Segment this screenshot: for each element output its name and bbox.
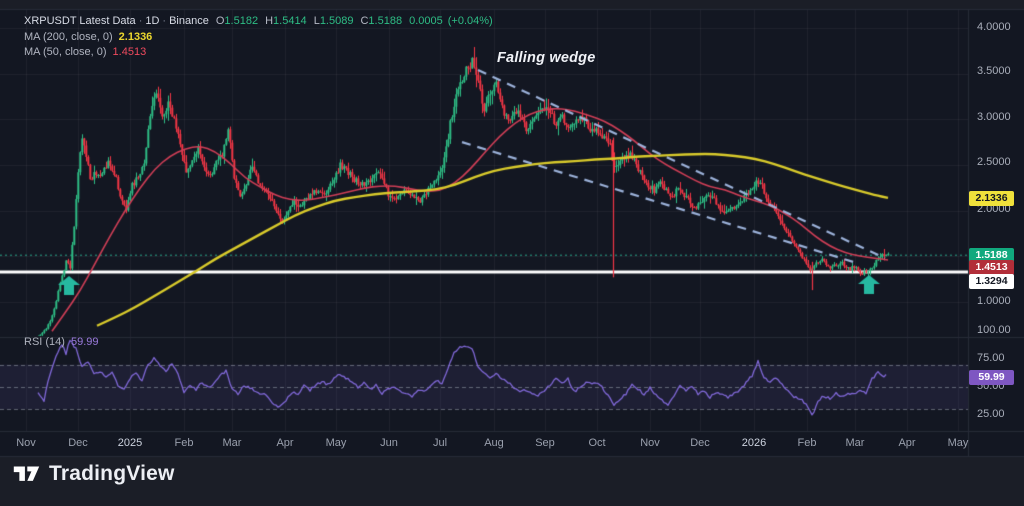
low-value: 1.5089 xyxy=(319,15,354,27)
axis-tick-label: 2.5000 xyxy=(977,156,1011,168)
axis-tick-label: 3.0000 xyxy=(977,111,1011,123)
time-axis-month-label: Feb xyxy=(174,437,194,449)
ma50-value: 1.4513 xyxy=(112,46,147,58)
axis-tick-label: 1.0000 xyxy=(977,295,1011,307)
time-axis-month-label: Nov xyxy=(640,437,660,449)
ma50-price-badge: 1.4513 xyxy=(969,259,1014,275)
time-axis-month-label: Nov xyxy=(16,437,36,449)
rsi-value: 59.99 xyxy=(70,336,99,348)
open-letter: O xyxy=(215,15,225,27)
symbol-title: XRPUSDT Latest Data xyxy=(24,15,136,27)
axis-tick-label: 4.0000 xyxy=(977,21,1011,33)
axis-tick-label: 3.5000 xyxy=(977,65,1011,77)
price-axis[interactable]: 4.0000 3.5000 3.0000 2.5000 2.0000 1.0000 100.… xyxy=(968,9,1024,456)
symbol-legend[interactable]: XRPUSDT Latest Data · 1D · Binance O1.5182 H1.… xyxy=(24,14,493,61)
time-axis-month-label: May xyxy=(325,437,347,449)
time-axis-month-label: Oct xyxy=(588,437,606,449)
close-value: 1.5188 xyxy=(368,15,403,27)
low-letter: L xyxy=(313,15,320,27)
time-axis-month-label: Aug xyxy=(484,437,504,449)
ma200-legend-row[interactable]: MA (200, close, 0) 2.1336 xyxy=(24,30,493,46)
rsi-legend[interactable]: RSI (14) 59.99 xyxy=(24,336,99,348)
symbol-title-row[interactable]: XRPUSDT Latest Data · 1D · Binance O1.5182 H1.… xyxy=(24,14,493,30)
tradingview-logo[interactable]: TradingView xyxy=(13,462,175,486)
ma50-legend-row[interactable]: MA (50, close, 0) 1.4513 xyxy=(24,45,493,61)
change-percent: (+0.04%) xyxy=(447,15,493,27)
ma200-value: 2.1336 xyxy=(118,30,153,43)
time-axis-year-label: 2025 xyxy=(117,437,143,449)
exchange-label: Binance xyxy=(169,15,209,27)
time-axis-month-label: Apr xyxy=(898,437,916,449)
time-axis-month-label: Dec xyxy=(68,437,88,449)
high-value: 1.5414 xyxy=(273,15,307,27)
time-axis-month-label: May xyxy=(947,437,969,449)
ma50-label: MA (50, close, 0) xyxy=(24,46,107,58)
axis-tick-label: 75.00 xyxy=(977,352,1005,364)
support-price-badge: 1.3294 xyxy=(969,273,1014,289)
rsi-value-badge: 59.99 xyxy=(969,369,1014,385)
axis-tick-label: 2.0000 xyxy=(977,203,1011,215)
ma200-label: MA (200, close, 0) xyxy=(24,30,113,43)
legend-separator: · xyxy=(162,15,167,27)
rsi-label: RSI (14) xyxy=(24,336,65,348)
time-axis-month-label: Apr xyxy=(276,437,294,449)
open-value: 1.5182 xyxy=(224,15,259,27)
change-value: 0.0005 xyxy=(409,15,443,27)
axis-tick-label: 100.00 xyxy=(977,324,1011,336)
tradingview-logo-text: TradingView xyxy=(49,462,175,485)
close-letter: C xyxy=(360,15,369,27)
time-axis-year-label: 2026 xyxy=(741,437,767,449)
time-axis-month-label: Mar xyxy=(222,437,242,449)
time-axis-month-label: Feb xyxy=(797,437,817,449)
tradingview-logo-icon xyxy=(13,466,40,481)
time-axis-month-label: Mar xyxy=(845,437,865,449)
axis-tick-label: 25.00 xyxy=(977,408,1005,420)
last-price-badge: 1.5188 xyxy=(969,247,1014,263)
time-axis-month-label: Jun xyxy=(380,437,398,449)
time-axis-month-label: Sep xyxy=(535,437,555,449)
ma200-price-badge: 2.1336 xyxy=(969,190,1014,206)
time-axis-month-label: Jul xyxy=(432,437,448,449)
legend-separator: · xyxy=(138,15,143,27)
time-axis-month-label: Dec xyxy=(690,437,710,449)
high-letter: H xyxy=(265,15,274,27)
time-axis[interactable]: Nov Dec 2025 Feb Mar Apr May Jun Jul Aug Sep Oct Nov… xyxy=(0,432,968,456)
falling-wedge-label[interactable]: Falling wedge xyxy=(497,50,596,66)
interval-label: 1D xyxy=(145,15,160,27)
